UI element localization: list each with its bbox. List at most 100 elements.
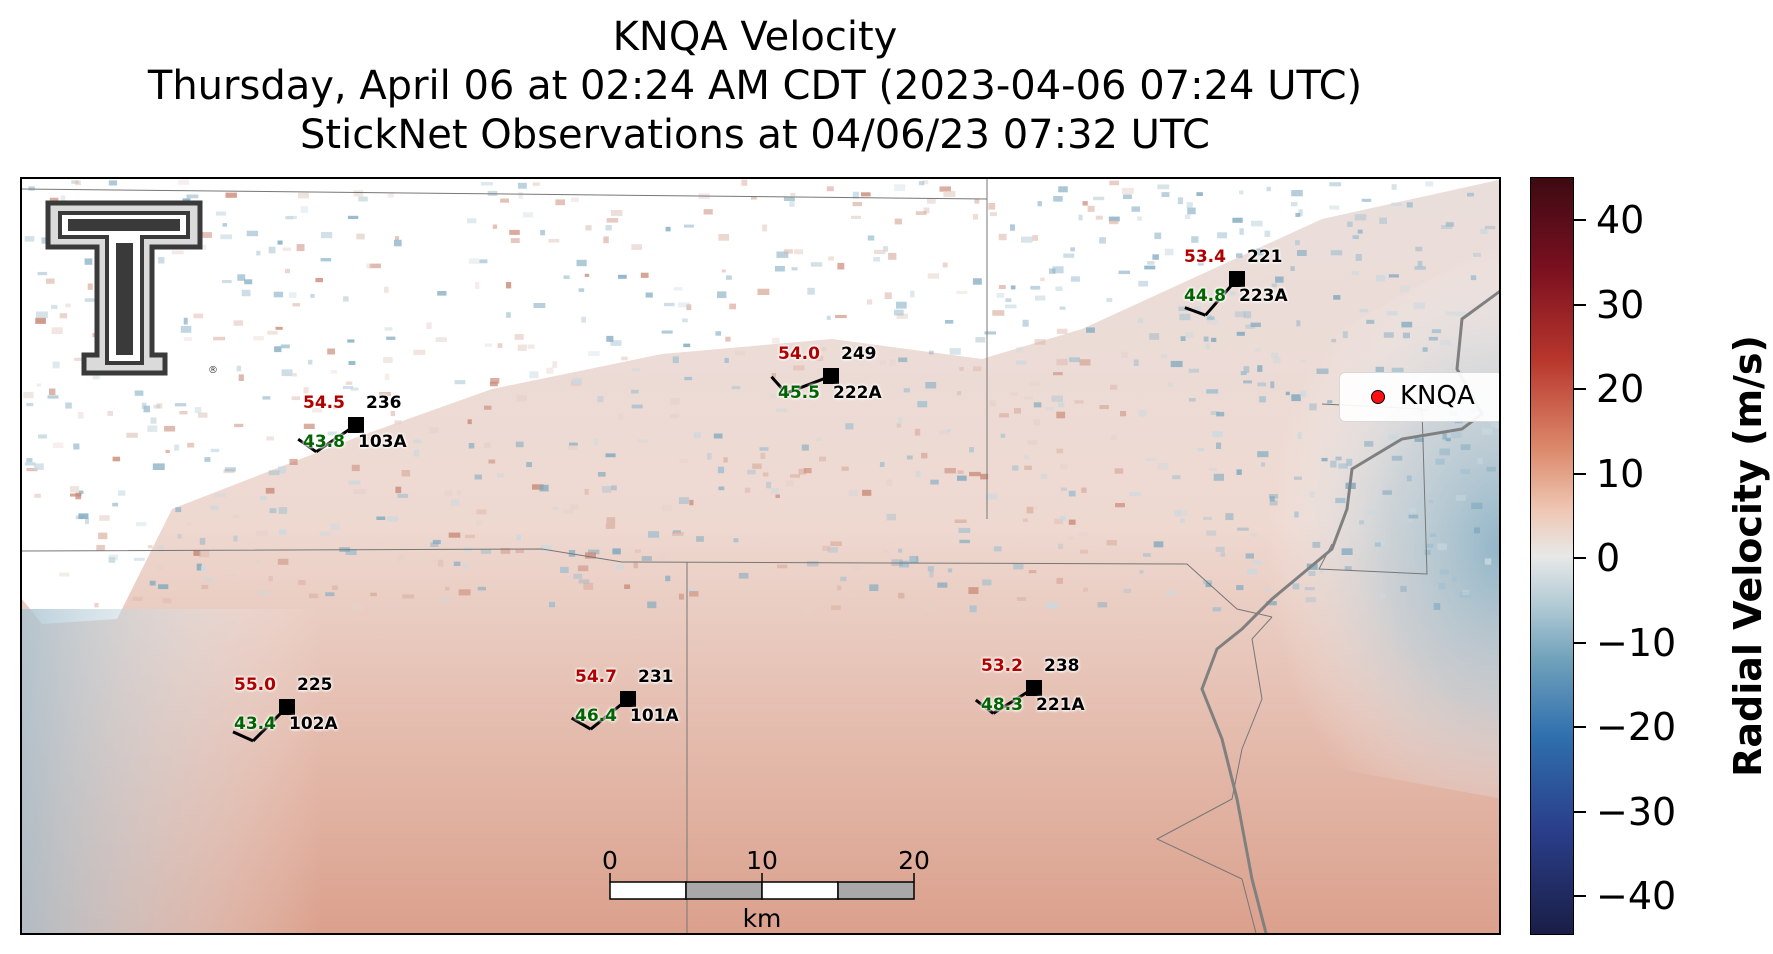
radar-speck — [689, 499, 694, 506]
radar-speck — [816, 437, 822, 441]
radar-speck — [165, 449, 170, 453]
radar-speck — [275, 326, 283, 330]
radar-speck — [879, 462, 885, 467]
radar-speck — [36, 311, 48, 319]
radar-speck — [384, 286, 389, 293]
radar-speck — [202, 232, 212, 238]
radar-speck — [819, 456, 826, 462]
radar-speck — [1095, 215, 1103, 220]
radar-speck — [183, 317, 188, 325]
radar-speck — [1462, 589, 1470, 595]
radar-speck — [1194, 305, 1202, 312]
radar-speck — [949, 348, 961, 355]
radar-speck — [1160, 354, 1168, 359]
radar-speck — [718, 486, 725, 491]
radar-speck — [605, 453, 616, 458]
radar-speck — [1153, 541, 1164, 548]
radar-speck — [927, 273, 939, 279]
radar-speck — [475, 282, 480, 289]
radar-speck — [661, 504, 672, 512]
radar-speck — [1082, 201, 1088, 206]
station-temperature: 53.4 — [1184, 247, 1226, 267]
radar-speck — [1164, 248, 1174, 256]
radar-speck — [149, 580, 156, 586]
radar-speck — [1425, 181, 1434, 187]
map-subtitle-time: Thursday, April 06 at 02:24 AM CDT (2023… — [147, 63, 1363, 109]
radar-speck — [893, 309, 904, 316]
radar-speck — [897, 417, 903, 425]
radar-speck — [972, 278, 982, 285]
radar-speck — [908, 556, 917, 562]
radar-speck — [277, 240, 283, 245]
scale-tick-10: 10 — [746, 846, 778, 875]
radar-speck — [1445, 437, 1451, 442]
radar-speck — [1157, 184, 1170, 190]
radar-speck — [59, 313, 68, 319]
station-dewpoint: 43.4 — [234, 714, 276, 734]
radar-speck — [75, 515, 85, 520]
radar-speck — [1460, 469, 1470, 475]
radar-speck — [775, 494, 780, 498]
radar-speck — [177, 534, 182, 539]
radar-speck — [618, 274, 627, 279]
radar-speck — [1123, 588, 1132, 594]
radar-speck — [852, 202, 863, 207]
radar-speck — [112, 502, 119, 507]
radar-speck — [689, 591, 699, 597]
wind-barb-101A — [570, 691, 636, 731]
radar-speck — [615, 564, 624, 570]
radar-speck — [1247, 568, 1258, 575]
radar-speck — [1022, 319, 1029, 327]
radar-speck — [549, 601, 555, 608]
radar-speck — [957, 391, 962, 396]
radar-speck — [269, 508, 277, 514]
radar-speck — [1118, 270, 1131, 275]
radar-speck — [883, 246, 889, 252]
radar-speck — [1033, 402, 1042, 408]
radar-speck — [874, 249, 886, 254]
radar-speck — [969, 447, 974, 453]
radar-speck — [585, 552, 596, 559]
colorbar-tick-mark — [1574, 895, 1586, 897]
radar-speck — [903, 388, 910, 393]
radar-speck — [397, 493, 409, 498]
radar-speck — [1188, 368, 1199, 373]
radar-speck — [432, 539, 441, 545]
radar-speck — [593, 438, 599, 446]
radar-speck — [1401, 321, 1413, 328]
radar-speck — [180, 325, 192, 333]
radar-speck — [611, 485, 617, 491]
radar-speck — [1060, 487, 1067, 491]
radar-speck — [33, 463, 44, 470]
radar-speck — [426, 322, 432, 329]
radar-speck — [1037, 201, 1042, 207]
radar-speck — [771, 488, 780, 494]
radar-speck — [386, 336, 396, 340]
radar-speck — [1266, 186, 1271, 192]
radar-velocity-map[interactable]: KNQA ® 0 10 20 km 54.5 236 43.8 103A 54.0 249… — [20, 177, 1501, 935]
radar-speck — [606, 335, 614, 342]
radar-speck — [1316, 368, 1329, 374]
radar-speck — [1413, 302, 1425, 310]
radar-speck — [915, 211, 927, 215]
radar-speck — [37, 271, 48, 276]
scale-unit: km — [742, 904, 782, 933]
radar-speck — [1387, 434, 1398, 440]
radar-speck — [1308, 571, 1316, 576]
radar-speck — [1056, 411, 1066, 419]
radar-speck — [1051, 395, 1063, 402]
radar-speck — [1177, 509, 1188, 516]
radar-speck — [26, 468, 38, 472]
radar-speck — [136, 522, 147, 527]
radar-speck — [1010, 392, 1018, 396]
station-dewpoint: 46.4 — [575, 706, 617, 726]
radar-speck — [1486, 466, 1496, 472]
radar-speck — [147, 545, 153, 549]
radar-speck — [236, 365, 242, 372]
radar-speck — [1305, 597, 1316, 603]
radar-speck — [1484, 225, 1496, 230]
radar-speck — [1255, 248, 1264, 256]
colorbar-tick-label: 40 — [1596, 198, 1645, 242]
radar-speck — [899, 560, 910, 568]
radar-speck — [1406, 475, 1412, 482]
